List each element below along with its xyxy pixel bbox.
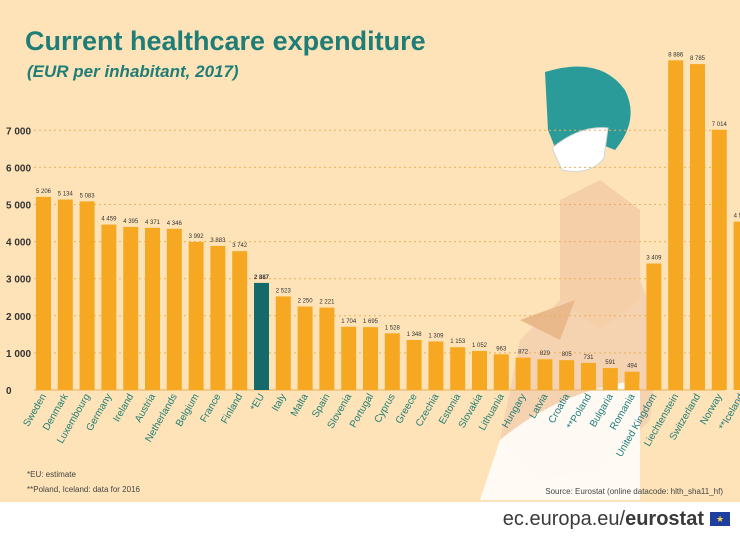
bar-netherlands: [166, 228, 182, 390]
bar-croatia: [559, 360, 575, 390]
bar-belgium: [188, 241, 204, 390]
value-label: 2 887: [254, 275, 270, 281]
value-label: 4 371: [145, 220, 161, 226]
bar-poland: [581, 362, 596, 390]
y-tick-label: 0: [6, 386, 12, 397]
x-tick-label: Finland: [219, 392, 245, 426]
value-label: 5 134: [58, 192, 74, 198]
value-label: 2 250: [298, 299, 314, 305]
bar-finland: [232, 251, 248, 390]
bar-luxembourg: [79, 201, 95, 390]
value-label: 3 992: [189, 234, 205, 240]
bars: [36, 60, 740, 391]
value-label: 963: [496, 346, 507, 352]
value-label: 4 459: [101, 217, 117, 223]
chart-subtitle: (EUR per inhabitant, 2017): [27, 62, 239, 81]
bar-france: [210, 245, 226, 390]
y-tick-label: 1 000: [6, 349, 31, 360]
bar-malta: [297, 306, 313, 390]
bar-greece: [406, 339, 422, 390]
bar-norway: [711, 129, 727, 391]
value-label: 1 309: [428, 333, 444, 339]
footer-logo-text[interactable]: ec.europa.eu/eurostat: [503, 508, 704, 531]
value-label: 3 742: [232, 243, 248, 249]
y-tick-label: 3 000: [6, 275, 31, 286]
y-tick-label: 5 000: [6, 201, 31, 212]
value-label: 1 528: [385, 325, 401, 331]
value-label: 1 052: [472, 343, 488, 349]
bar-romania: [624, 371, 640, 390]
value-label: 872: [518, 350, 529, 356]
value-label: 829: [540, 351, 551, 357]
y-tick-label: 4 000: [6, 238, 31, 249]
bar-czechia: [428, 341, 444, 390]
value-label: 591: [605, 360, 616, 366]
value-label: 3 409: [646, 256, 662, 262]
value-label: 494: [627, 364, 638, 370]
value-label: 7 014: [712, 122, 728, 128]
note-poland-iceland: **Poland, Iceland: data for 2016: [27, 485, 140, 494]
bar-spain: [319, 307, 335, 390]
bar-sweden: [36, 196, 51, 390]
value-label: 1 704: [341, 319, 357, 325]
footer-domain: ec.europa.eu/: [502, 508, 626, 530]
value-label: 731: [583, 355, 594, 361]
value-label: 1 695: [363, 319, 379, 325]
bar-ireland: [123, 226, 139, 390]
bar-switzerland: [690, 64, 705, 390]
value-label: 4 395: [123, 219, 139, 225]
bar-estonia: [450, 347, 466, 390]
bar-hungary: [515, 357, 531, 390]
x-tick-label: Spain: [310, 392, 332, 420]
y-tick-label: 2 000: [6, 312, 31, 323]
bar-eu: [254, 282, 269, 390]
bar-germany: [101, 224, 117, 390]
bar-denmark: [57, 199, 73, 390]
bar-lithuania: [493, 354, 509, 390]
value-label: 3 883: [210, 238, 226, 244]
value-label: 4 539: [734, 214, 740, 220]
bar-cyprus: [384, 333, 400, 390]
value-label: 2 221: [319, 300, 335, 306]
value-label: 2 523: [276, 288, 292, 294]
y-tick-label: 6 000: [6, 163, 31, 174]
value-label: 8 785: [690, 56, 706, 62]
source-note: Source: Eurostat (online datacode: hlth_…: [545, 487, 723, 496]
bar-italy: [275, 296, 291, 390]
chart-title: Current healthcare expenditure: [25, 26, 426, 56]
value-label: 4 346: [167, 221, 183, 227]
value-labels: 5 206 5 134 5 083 4 459 4 395 4 371 4 346 3 992…: [36, 52, 740, 369]
footer-bar: [0, 502, 740, 536]
y-axis-labels: 0 1 000 2 000 3 000 4 000 5 000 6 000 7 000: [6, 126, 31, 397]
note-eu: *EU: estimate: [27, 470, 76, 479]
bar-liechtenstein: [668, 60, 684, 390]
value-label: 1 153: [450, 339, 466, 345]
bar-slovakia: [472, 350, 487, 390]
footer-brand: eurostat: [625, 508, 704, 530]
x-tick-label: Malta: [289, 392, 311, 419]
bar-chart: 0 1 000 2 000 3 000 4 000 5 000 6 000 7 000 5 2…: [6, 52, 740, 500]
bar-iceland: [733, 221, 740, 390]
bar-austria: [145, 227, 160, 390]
bar-bulgaria: [602, 368, 618, 390]
value-label: 805: [562, 352, 573, 358]
doctor-illustration-icon: [480, 66, 660, 500]
eu-flag-icon: ★: [710, 512, 730, 526]
value-label: 1 348: [407, 332, 423, 338]
bar-latvia: [537, 359, 553, 390]
bar-portugal: [363, 327, 378, 390]
x-tick-label: *EU: [249, 392, 267, 413]
x-tick-label: Italy: [270, 392, 289, 413]
bar-slovenia: [341, 326, 357, 390]
value-label: 5 083: [80, 193, 96, 199]
value-label: 5 206: [36, 189, 52, 195]
value-label: 8 886: [668, 52, 684, 58]
bar-united-kingdom: [646, 263, 662, 390]
y-tick-label: 7 000: [6, 126, 31, 137]
